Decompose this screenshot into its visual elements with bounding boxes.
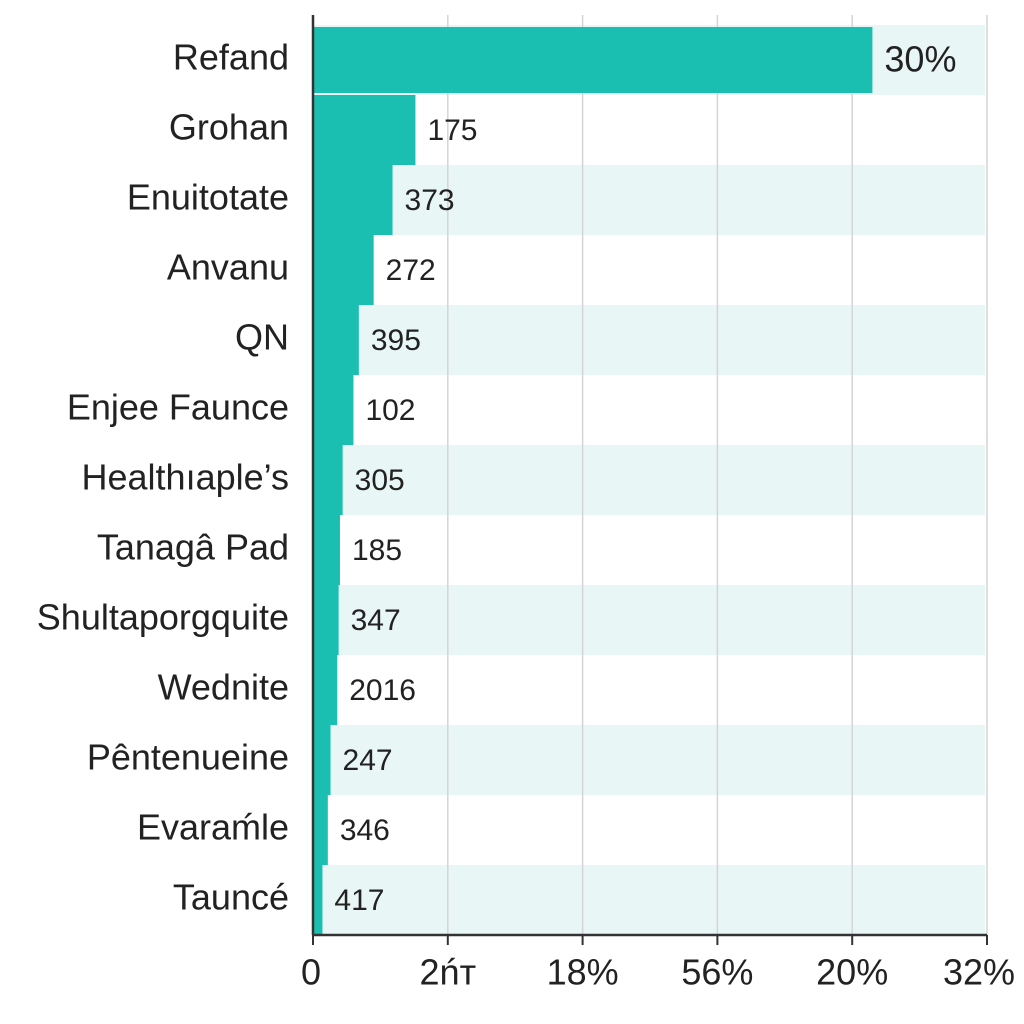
row-stripe — [313, 725, 985, 795]
row-stripe — [313, 445, 985, 515]
bar-label: 305 — [355, 464, 405, 497]
bar — [313, 445, 343, 515]
bar-label: 2016 — [349, 674, 416, 707]
y-tick-label: QN — [235, 317, 289, 358]
bar — [313, 515, 340, 585]
y-tick-label: Enuitotate — [127, 177, 289, 218]
x-tick-label: 0 — [301, 952, 321, 993]
bar — [313, 27, 873, 93]
y-tick-label: Pêntenueine — [87, 737, 289, 778]
bar-label: 185 — [352, 534, 402, 567]
y-tick-label: Evaraḿle — [137, 807, 289, 848]
bar — [313, 795, 328, 865]
row-stripe — [313, 585, 985, 655]
bar-label: 102 — [365, 394, 415, 427]
bar-label: 346 — [340, 814, 390, 847]
row-stripe — [313, 165, 985, 235]
bar-label: 347 — [351, 604, 401, 637]
bar — [313, 375, 354, 445]
bar — [313, 165, 393, 235]
bar — [313, 655, 338, 725]
bar-label: 395 — [371, 324, 421, 357]
y-tick-label: Wednite — [158, 667, 289, 708]
row-stripe — [313, 865, 985, 935]
bar-label: 175 — [427, 114, 477, 147]
y-tick-label: Tanagâ Pad — [97, 527, 289, 568]
x-tick-label: 20% — [816, 952, 888, 993]
bar-label: 272 — [386, 254, 436, 287]
bar — [313, 585, 339, 655]
bar — [313, 95, 416, 165]
x-tick-label: 18% — [547, 952, 619, 993]
bar-label: 247 — [343, 744, 393, 777]
y-tick-label: Refand — [173, 37, 289, 78]
bar-label: 30% — [884, 39, 956, 80]
bar — [313, 305, 359, 375]
y-tick-label: Healthıaple’s — [82, 457, 289, 498]
y-tick-label: Tauncé — [173, 877, 289, 918]
x-tick-label: 32% — [943, 952, 1015, 993]
y-tick-label: Grohan — [169, 107, 289, 148]
x-tick-label: 2ńт — [420, 952, 477, 993]
bar — [313, 865, 323, 935]
y-tick-label: Enjee Faunce — [67, 387, 289, 428]
y-tick-label: Shultaporgquite — [37, 597, 289, 638]
bar-label: 417 — [334, 884, 384, 917]
bar-label: 373 — [405, 184, 455, 217]
y-tick-label: Anvanu — [167, 247, 289, 288]
bar — [313, 725, 331, 795]
x-tick-label: 56% — [681, 952, 753, 993]
bar — [313, 235, 374, 305]
row-stripe — [313, 305, 985, 375]
